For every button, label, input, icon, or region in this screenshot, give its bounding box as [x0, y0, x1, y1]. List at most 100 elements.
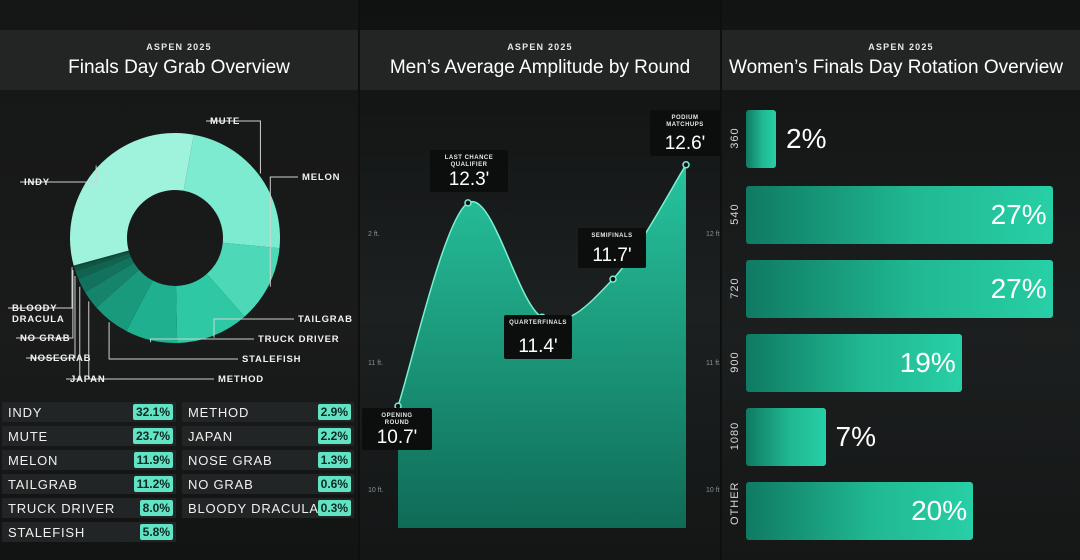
grab-table-row: INDY 32.1%	[2, 402, 176, 422]
amplitude-callout	[362, 408, 432, 450]
grab-table-percent: 8.0%	[139, 500, 173, 516]
rotation-category-label: 900	[729, 351, 741, 373]
grab-table-label: BLOODY DRACULA	[188, 501, 319, 516]
grab-table-percent: 11.9%	[133, 452, 173, 468]
amplitude-callout	[504, 315, 572, 359]
amplitude-area-chart: 2 ft. 11 ft. 10 ft. 12 ft. 11 ft. 10 ft. OPENI…	[362, 110, 720, 529]
donut-slice-stalefish	[96, 269, 153, 332]
grab-table-label: JAPAN	[188, 429, 233, 444]
amplitude-eyebrow: ASPEN 2025	[507, 42, 573, 52]
round-label: PODIUM	[672, 115, 699, 121]
amplitude-value: 12.6'	[665, 133, 706, 154]
y-tick-label: 10 ft.	[706, 487, 720, 494]
grab-table-row: NOSE GRAB 1.3%	[182, 450, 354, 470]
grab-table-label: INDY	[8, 405, 43, 420]
donut-slice-truck-driver	[126, 280, 178, 343]
donut-slice-mute	[183, 134, 280, 249]
donut-label: BLOODY	[12, 303, 57, 314]
round-label: SEMIFINALS	[591, 233, 632, 239]
grab-table-row: NO GRAB 0.6%	[182, 474, 354, 494]
rotation-value: 20%	[911, 495, 968, 526]
amplitude-callout	[578, 228, 646, 268]
donut-slice-bloody-dracula	[73, 250, 129, 268]
donut-label: TAILGRAB	[298, 314, 353, 325]
donut-slice-tailgrab	[176, 273, 245, 343]
grab-table-label: TAILGRAB	[8, 477, 78, 492]
donut-label: NOSEGRAB	[30, 353, 91, 364]
amplitude-panel: ASPEN 2025 Men’s Average Amplitude by Ro…	[360, 0, 720, 560]
rotation-value: 2%	[786, 123, 827, 154]
rotation-eyebrow: ASPEN 2025	[868, 42, 934, 52]
round-label: LAST CHANCE	[445, 155, 494, 161]
rotation-value: 27%	[990, 199, 1047, 230]
donut-slice-indy	[70, 133, 194, 266]
grab-overview-panel: ASPEN 2025 Finals Day Grab Overview INDY…	[0, 0, 358, 560]
donut-slice-method	[85, 262, 140, 308]
donut-slice-nosegrab	[75, 253, 131, 280]
donut-slice-japan	[78, 256, 134, 293]
rotation-bar-900	[746, 334, 962, 392]
grab-table-percent: 0.3%	[317, 500, 351, 516]
grab-table-label: NOSE GRAB	[188, 453, 273, 468]
amplitude-value: 10.7'	[377, 427, 418, 448]
round-label: OPENING	[381, 413, 412, 419]
rotation-bar-1080	[746, 408, 826, 466]
y-tick-label: 2 ft.	[368, 231, 380, 238]
rotation-title: Women’s Finals Day Rotation Overview	[729, 57, 1064, 78]
donut-label: TRUCK DRIVER	[258, 334, 339, 345]
rotation-panel: ASPEN 2025 Women’s Finals Day Rotation O…	[722, 0, 1080, 560]
donut-leader-line	[108, 322, 238, 360]
grab-donut-chart: INDY MUTE MELON TAILGRAB TRUCK DRIVER STALEFI…	[8, 116, 353, 385]
donut-leader-line	[206, 120, 261, 174]
donut-leader-line	[88, 301, 214, 380]
rotation-value: 19%	[899, 347, 956, 378]
donut-label: INDY	[24, 177, 50, 188]
donut-label: NO GRAB	[20, 333, 70, 344]
donut-leader-line	[150, 338, 254, 343]
rotation-header: ASPEN 2025 Women’s Finals Day Rotation O…	[722, 30, 1080, 90]
amplitude-header: ASPEN 2025 Men’s Average Amplitude by Ro…	[360, 30, 720, 90]
grab-table-row: MUTE 23.7%	[2, 426, 176, 446]
amplitude-point	[464, 199, 472, 207]
y-tick-label: 11 ft.	[706, 360, 720, 367]
round-label: QUARTERFINALS	[509, 320, 567, 326]
y-tick-label: 12 ft.	[706, 231, 720, 238]
rotation-category-label: 360	[729, 127, 741, 149]
donut-label: STALEFISH	[242, 354, 301, 365]
grab-table-percent: 2.2%	[317, 428, 351, 444]
grab-eyebrow: ASPEN 2025	[146, 42, 212, 52]
donut-label: DRACULA	[12, 314, 65, 325]
grab-table-label: NO GRAB	[188, 477, 254, 492]
grab-table-row: METHOD 2.9%	[182, 402, 354, 422]
grab-table-row: TAILGRAB 11.2%	[2, 474, 176, 494]
grab-table-percent: 0.6%	[317, 476, 351, 492]
donut-label: JAPAN	[70, 374, 106, 385]
grab-table-percent: 32.1%	[132, 404, 173, 420]
amplitude-point	[609, 275, 617, 283]
rotation-category-label: 720	[729, 277, 741, 299]
grab-header: ASPEN 2025 Finals Day Grab Overview	[0, 30, 358, 90]
round-label: MATCHUPS	[666, 122, 704, 128]
grab-table-label: METHOD	[188, 405, 250, 420]
y-tick-label: 10 ft.	[368, 487, 384, 494]
grab-table-percent: 23.7%	[132, 428, 173, 444]
amplitude-callout	[650, 110, 720, 156]
donut-leader-line	[269, 176, 298, 287]
amplitude-point	[682, 161, 690, 169]
rotation-value: 27%	[990, 273, 1047, 304]
donut-label: MELON	[302, 172, 340, 183]
grab-table-label: MELON	[8, 453, 59, 468]
rotation-bar-other	[746, 482, 974, 540]
grab-table-label: STALEFISH	[8, 525, 86, 540]
amplitude-callout	[430, 150, 508, 192]
grab-table-row: BLOODY DRACULA 0.3%	[182, 498, 354, 518]
rotation-bar-540	[746, 186, 1053, 244]
y-tick-label: 11 ft.	[368, 360, 383, 367]
amplitude-title: Men’s Average Amplitude by Round	[389, 57, 691, 78]
rotation-bar-360	[746, 110, 776, 168]
donut-leader-line	[26, 276, 76, 359]
grab-table-percent: 1.3%	[317, 452, 351, 468]
donut-slice-no-grab	[74, 251, 130, 272]
rotation-category-label: OTHER	[729, 481, 741, 526]
grab-title: Finals Day Grab Overview	[68, 57, 290, 78]
